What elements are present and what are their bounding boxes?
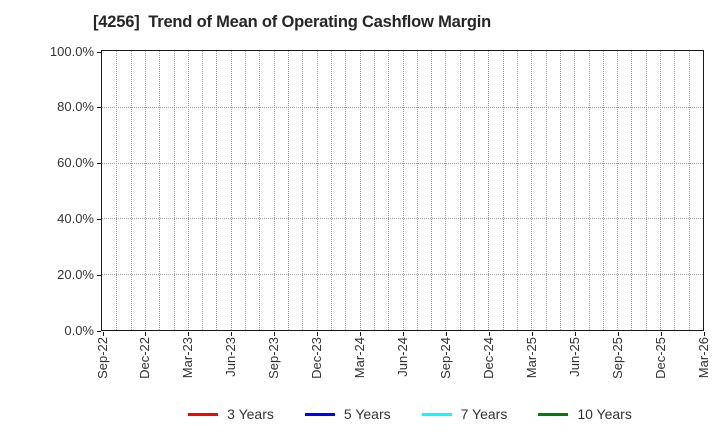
x-gridline xyxy=(502,51,504,330)
x-gridline xyxy=(302,51,304,330)
y-tick-label: 40.0% xyxy=(57,210,94,226)
x-gridline xyxy=(559,51,561,330)
x-gridline xyxy=(660,51,662,330)
legend-label: 5 Years xyxy=(343,406,391,422)
x-gridline xyxy=(116,51,118,330)
x-gridline xyxy=(230,51,232,330)
x-gridline xyxy=(588,51,590,330)
x-tick-mark xyxy=(403,332,404,336)
x-gridline xyxy=(688,51,690,330)
y-tick-label: 100.0% xyxy=(49,43,94,59)
x-tick-label: Sep-22 xyxy=(94,337,110,379)
x-tick-label: Mar-24 xyxy=(352,337,368,379)
x-tick-label: Jun-25 xyxy=(566,337,582,377)
x-gridline xyxy=(316,51,318,330)
x-gridline xyxy=(645,51,647,330)
x-gridline xyxy=(202,51,204,330)
y-tick-label: 60.0% xyxy=(57,155,94,171)
x-gridline xyxy=(273,51,275,330)
x-tick-label: Jun-23 xyxy=(223,337,239,377)
x-gridline xyxy=(416,51,418,330)
x-tick-label: Dec-25 xyxy=(652,337,668,379)
x-tick-label: Mar-26 xyxy=(695,337,711,379)
y-tick-mark xyxy=(97,51,101,53)
y-tick-mark xyxy=(97,330,101,332)
x-tick-mark xyxy=(145,332,147,336)
x-tick-label: Sep-23 xyxy=(266,337,282,379)
x-tick-label: Dec-23 xyxy=(309,337,325,379)
x-tick-mark xyxy=(531,332,533,336)
x-gridline xyxy=(674,51,676,330)
y-tick-label: 80.0% xyxy=(57,99,94,115)
x-gridline xyxy=(359,51,361,330)
x-tick-mark xyxy=(488,332,490,336)
legend-item: 5 Years xyxy=(304,406,391,422)
x-gridline xyxy=(488,51,490,330)
x-tick-mark xyxy=(445,332,447,336)
y-tick-mark xyxy=(97,274,101,276)
legend-line-swatch xyxy=(421,412,452,416)
legend: 3 Years 5 Years 7 Years 10 Years xyxy=(50,406,720,422)
x-gridline xyxy=(602,51,604,330)
x-tick-label: Dec-22 xyxy=(137,337,153,379)
y-tick-label: 20.0% xyxy=(57,266,94,282)
x-gridline xyxy=(130,51,132,330)
x-gridline xyxy=(545,51,547,330)
x-tick-mark xyxy=(274,332,276,336)
legend-line-swatch xyxy=(304,412,335,416)
legend-line-swatch xyxy=(538,412,569,416)
x-gridline xyxy=(631,51,633,330)
legend-label: 10 Years xyxy=(577,406,632,422)
x-gridline xyxy=(373,51,375,330)
x-gridline xyxy=(459,51,461,330)
y-tick-mark xyxy=(97,163,101,165)
x-gridline xyxy=(216,51,218,330)
x-gridline xyxy=(516,51,518,330)
x-tick-label: Jun-24 xyxy=(395,337,410,377)
chart-title: [4256] Trend of Mean of Operating Cashfl… xyxy=(93,13,491,31)
x-tick-label: Mar-25 xyxy=(523,337,539,379)
legend-label: 3 Years xyxy=(227,406,274,422)
x-tick-label: Dec-24 xyxy=(480,337,496,379)
x-tick-mark xyxy=(188,332,190,336)
x-gridline xyxy=(431,51,433,330)
x-gridline xyxy=(345,51,347,330)
x-gridline xyxy=(617,51,619,330)
y-tick-label: 0.0% xyxy=(64,322,94,338)
x-gridline xyxy=(159,51,161,330)
x-gridline xyxy=(402,51,404,330)
x-gridline xyxy=(173,51,175,330)
legend-line-swatch xyxy=(188,412,219,416)
y-tick-mark xyxy=(97,218,101,220)
x-tick-label: Sep-24 xyxy=(437,337,453,379)
legend-label: 7 Years xyxy=(460,406,508,422)
x-gridline xyxy=(445,51,447,330)
legend-item: 7 Years xyxy=(421,406,508,422)
x-gridline xyxy=(245,51,247,330)
x-tick-mark xyxy=(703,332,705,336)
x-tick-mark xyxy=(360,332,362,336)
x-tick-label: Sep-25 xyxy=(609,337,625,379)
x-tick-mark xyxy=(617,332,619,336)
y-tick-mark xyxy=(97,107,101,109)
x-tick-mark xyxy=(660,332,662,336)
x-tick-mark xyxy=(574,332,576,336)
legend-item: 3 Years xyxy=(188,406,274,422)
x-gridline xyxy=(144,51,146,330)
plot-area xyxy=(101,50,704,331)
x-gridline xyxy=(330,51,332,330)
x-tick-mark xyxy=(317,332,319,336)
x-tick-mark xyxy=(231,332,233,336)
x-gridline xyxy=(187,51,189,330)
x-tick-mark xyxy=(102,332,104,336)
x-tick-label: Mar-23 xyxy=(180,337,196,379)
x-gridline xyxy=(388,51,390,330)
x-gridline xyxy=(531,51,533,330)
x-gridline xyxy=(474,51,476,330)
x-gridline xyxy=(574,51,576,330)
x-gridline xyxy=(259,51,261,330)
x-gridline xyxy=(288,51,290,330)
legend-item: 10 Years xyxy=(538,406,632,422)
